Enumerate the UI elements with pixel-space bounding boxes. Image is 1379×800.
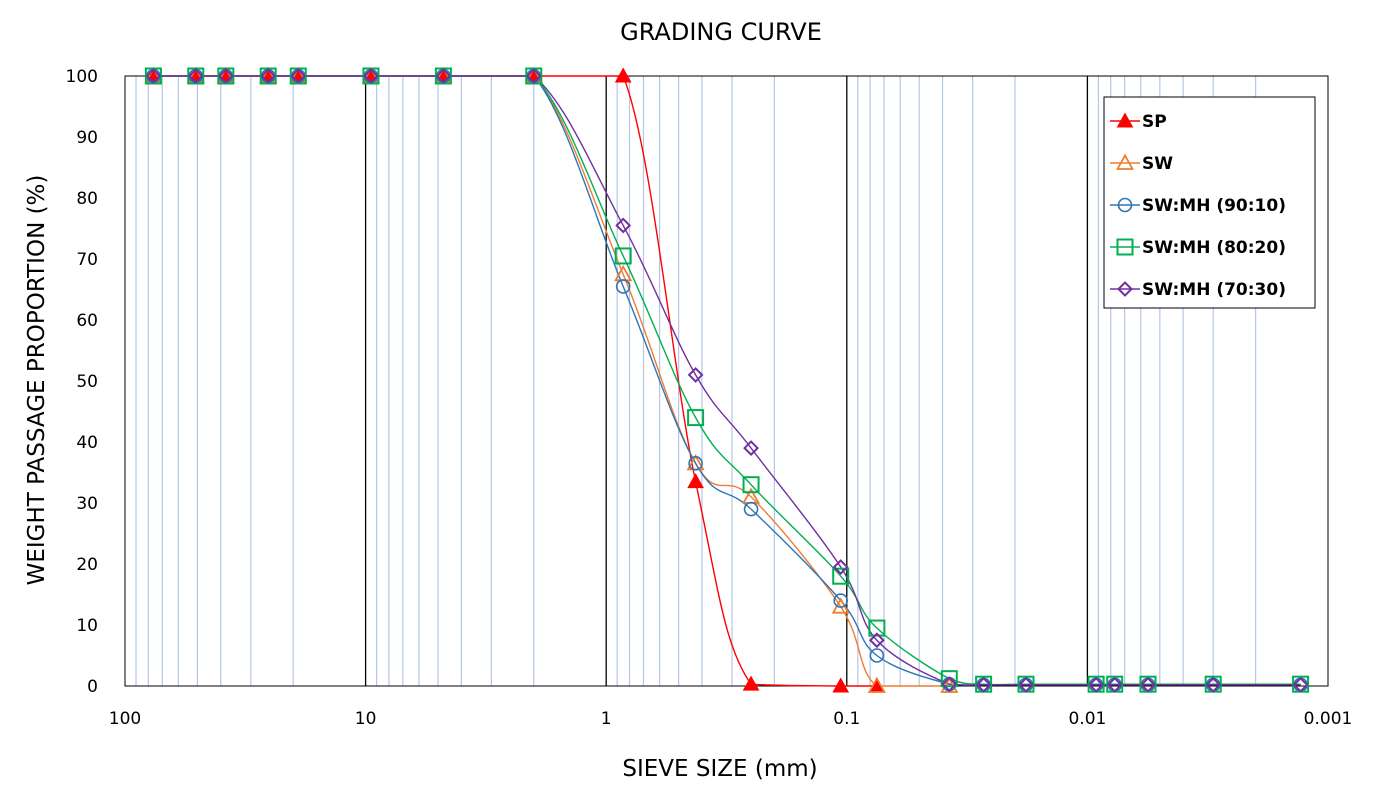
- data-point: [742, 675, 760, 691]
- data-point: [614, 67, 632, 83]
- data-point: [435, 68, 452, 84]
- y-tick-label: 40: [76, 433, 98, 453]
- data-point: [687, 473, 704, 489]
- data-point: [869, 648, 885, 663]
- series-line-0: [153, 75, 877, 687]
- data-point: [260, 68, 277, 84]
- data-point: [614, 247, 632, 265]
- y-tick-label: 80: [76, 189, 98, 209]
- y-tick-label: 90: [76, 128, 98, 148]
- data-point: [687, 409, 705, 427]
- x-axis-label: SIEVE SIZE (mm): [622, 756, 817, 782]
- legend-swatch-marker: [1117, 197, 1133, 213]
- data-point: [940, 670, 958, 688]
- data-point: [832, 567, 850, 585]
- legend-swatch-marker: [1116, 112, 1134, 128]
- y-tick-label: 100: [66, 67, 98, 87]
- legend-swatch-marker: [1115, 153, 1135, 170]
- data-point: [868, 632, 885, 649]
- y-tick-label: 60: [76, 311, 98, 331]
- data-point: [868, 619, 886, 637]
- data-point: [832, 677, 850, 693]
- legend-entry: SP: [1110, 112, 1167, 132]
- data-point: [187, 68, 204, 84]
- data-point: [290, 68, 307, 84]
- data-point: [363, 68, 379, 84]
- legend: SP SW SW:MH (90:10) SW:MH (80:20) SW:MH (70:…: [1103, 96, 1316, 309]
- legend-entry: SW:MH (80:20): [1110, 238, 1286, 258]
- series-line-1: [153, 75, 950, 687]
- plot-area-frame: [124, 75, 1329, 687]
- data-point: [1106, 676, 1123, 693]
- x-tick-label: 0.01: [1068, 709, 1106, 729]
- data-point: [688, 456, 703, 471]
- x-tick-label: 1: [601, 709, 612, 729]
- data-point: [687, 366, 704, 383]
- data-point: [1292, 676, 1309, 693]
- chart-title: GRADING CURVE: [620, 18, 822, 46]
- x-tick-label: 0.1: [833, 709, 860, 729]
- data-point: [743, 501, 759, 517]
- data-point: [145, 68, 162, 84]
- series-points-0: [145, 67, 886, 693]
- y-tick-label: 20: [76, 555, 98, 575]
- y-tick-labels: 0 10 20 30 40 50 60 70 80 90 100: [66, 67, 98, 697]
- data-point: [742, 476, 760, 494]
- legend-label: SW:MH (90:10): [1142, 196, 1286, 216]
- y-tick-label: 10: [76, 616, 98, 636]
- data-point: [975, 676, 992, 693]
- legend-swatch-marker: [1116, 238, 1134, 256]
- data-point: [743, 440, 759, 457]
- data-point: [867, 676, 886, 693]
- data-point: [1140, 676, 1156, 693]
- legend-label: SW: [1142, 154, 1173, 174]
- legend-entry: SW: [1110, 153, 1173, 174]
- x-tick-label: 100: [109, 709, 141, 729]
- legend-label: SP: [1142, 112, 1167, 132]
- data-point: [615, 279, 631, 294]
- data-point: [833, 593, 849, 608]
- legend-label: SW:MH (70:30): [1142, 280, 1286, 300]
- x-tick-label: 10: [355, 709, 377, 729]
- x-tick-label: 0.001: [1304, 709, 1353, 729]
- data-point: [217, 68, 234, 84]
- data-point: [1018, 676, 1034, 693]
- y-tick-label: 30: [76, 494, 98, 514]
- y-axis-label: WEIGHT PASSAGE PROPORTION (%): [24, 175, 50, 586]
- legend-entry: SW:MH (70:30): [1110, 280, 1286, 300]
- legend-label: SW:MH (80:20): [1142, 238, 1286, 258]
- data-point: [615, 217, 632, 234]
- data-point: [1088, 676, 1105, 693]
- legend-box: [1103, 96, 1316, 309]
- y-tick-label: 50: [76, 372, 98, 392]
- data-point: [941, 676, 958, 693]
- legend-swatch-marker: [1117, 281, 1133, 297]
- series-points-4: [145, 68, 1309, 693]
- y-tick-label: 0: [87, 677, 98, 697]
- legend-entry: SW:MH (90:10): [1110, 196, 1286, 216]
- x-tick-labels: 100 10 1 0.1 0.01 0.001: [109, 709, 1353, 729]
- series-markers: [144, 66, 1310, 693]
- data-point: [525, 68, 542, 84]
- data-point: [1205, 676, 1222, 693]
- data-point: [832, 559, 849, 575]
- y-tick-label: 70: [76, 250, 98, 270]
